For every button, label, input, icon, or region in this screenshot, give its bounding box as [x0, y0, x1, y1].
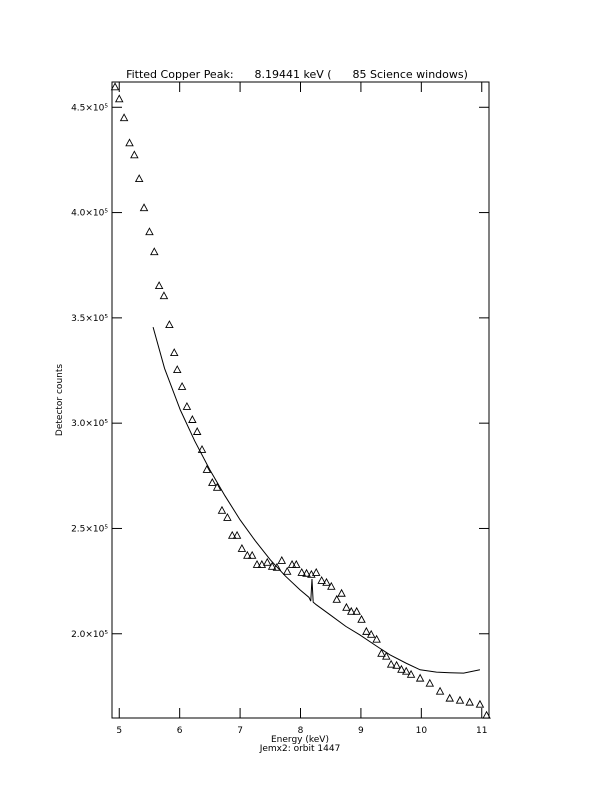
x-tick-label: 8 — [298, 726, 304, 736]
y-tick-label: 4.0×10⁵ — [71, 209, 108, 219]
data-point — [165, 320, 174, 328]
y-tick-label: 3.5×10⁵ — [71, 314, 108, 324]
data-point — [150, 247, 159, 256]
data-point — [197, 444, 207, 453]
data-point — [332, 594, 342, 603]
data-point — [311, 567, 321, 576]
data-point — [302, 568, 311, 577]
data-point — [177, 381, 187, 390]
data-point — [357, 614, 366, 623]
chart-title: Fitted Copper Peak: 8.19441 keV ( 85 Sci… — [126, 68, 468, 81]
data-point — [317, 575, 326, 584]
model-line — [152, 327, 481, 674]
data-point — [282, 566, 292, 575]
data-point — [406, 669, 416, 678]
x-tick-label: 5 — [116, 726, 122, 736]
data-point — [386, 659, 396, 668]
data-point — [172, 365, 182, 374]
x-axis-label: Energy (keV) — [271, 735, 329, 745]
data-point — [119, 113, 129, 122]
data-point — [212, 482, 222, 491]
data-point — [182, 402, 192, 410]
y-axis-label: Detector counts — [55, 364, 65, 436]
y-tick-label: 2.5×10⁵ — [71, 524, 108, 534]
data-point — [372, 634, 381, 643]
x-tick-label: 6 — [177, 726, 183, 736]
data-point — [397, 664, 406, 673]
data-point — [465, 697, 474, 706]
data-point — [287, 559, 297, 568]
data-point — [208, 478, 217, 486]
data-point — [392, 660, 401, 669]
data-point — [154, 281, 164, 290]
data-point — [377, 648, 386, 657]
data-point — [346, 606, 356, 615]
x-tick-label: 9 — [358, 726, 364, 736]
data-point — [169, 348, 179, 356]
x-tick-label: 7 — [237, 726, 243, 736]
y-tick-label: 3.0×10⁵ — [71, 419, 108, 429]
data-point — [130, 150, 139, 159]
data-point — [110, 82, 120, 91]
data-point — [145, 227, 154, 236]
data-point — [327, 581, 336, 590]
data-point — [292, 559, 301, 568]
subtitle: Jemx2: orbit 1447 — [259, 744, 341, 754]
data-point — [322, 577, 331, 586]
data-point — [188, 415, 197, 423]
data-point — [252, 559, 262, 568]
y-tick-label: 2.0×10⁵ — [71, 630, 108, 640]
data-point — [272, 562, 282, 571]
y-tick-label: 4.5×10⁵ — [71, 103, 108, 113]
data-point — [415, 673, 425, 682]
data-point — [475, 699, 485, 708]
data-point — [159, 291, 169, 300]
data-point — [217, 505, 227, 514]
data-point — [435, 686, 445, 695]
data-point — [362, 626, 371, 635]
data-point — [114, 94, 124, 103]
data-point — [257, 559, 267, 568]
data-point — [139, 203, 149, 212]
data-point — [401, 666, 411, 675]
data-point — [223, 512, 232, 521]
data-point — [277, 555, 287, 564]
data-point — [202, 464, 212, 473]
data-point — [247, 550, 257, 559]
data-point — [482, 710, 491, 719]
data-point — [125, 138, 134, 147]
data-point — [337, 588, 346, 597]
data-point — [342, 602, 351, 611]
x-tick-label: 11 — [476, 726, 487, 736]
data-point — [134, 174, 144, 183]
data-point — [445, 693, 454, 702]
data-point — [227, 530, 237, 539]
data-point — [267, 561, 277, 570]
data-point — [382, 651, 391, 660]
data-point — [232, 530, 242, 539]
data-point — [243, 550, 252, 559]
x-tick-label: 10 — [416, 726, 428, 736]
data-point — [455, 695, 465, 704]
data-point — [192, 427, 202, 435]
plot-frame — [111, 81, 490, 719]
data-point — [352, 606, 361, 615]
data-point — [366, 629, 376, 638]
data-point — [425, 678, 435, 687]
data-point — [297, 567, 306, 576]
data-point — [263, 557, 272, 566]
data-point — [237, 543, 247, 552]
